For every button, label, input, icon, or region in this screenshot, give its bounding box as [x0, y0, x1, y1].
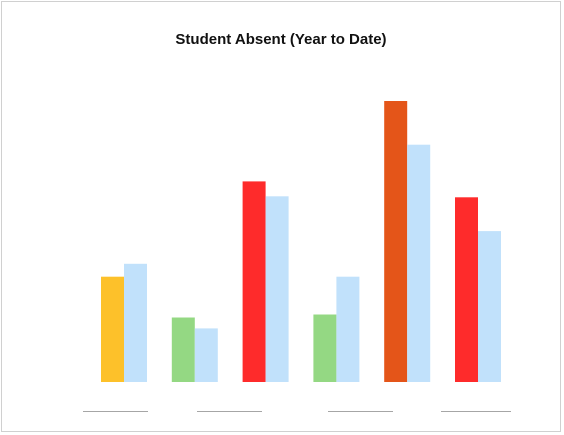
- bar-5-compare: [407, 144, 431, 382]
- bar-6-primary: [455, 197, 478, 382]
- bar-4-primary: [313, 314, 337, 382]
- bar-5-primary: [384, 101, 408, 382]
- bar-1-primary: [101, 276, 124, 382]
- chart-title: Student Absent (Year to Date): [175, 31, 387, 48]
- bar-3-compare: [265, 196, 289, 382]
- bar-2-primary: [171, 317, 195, 382]
- bar-6-compare: [478, 231, 501, 382]
- bar-2-compare: [194, 328, 218, 382]
- bar-3-primary: [242, 181, 266, 382]
- bar-1-compare: [124, 263, 147, 382]
- bar-4-compare: [336, 276, 360, 382]
